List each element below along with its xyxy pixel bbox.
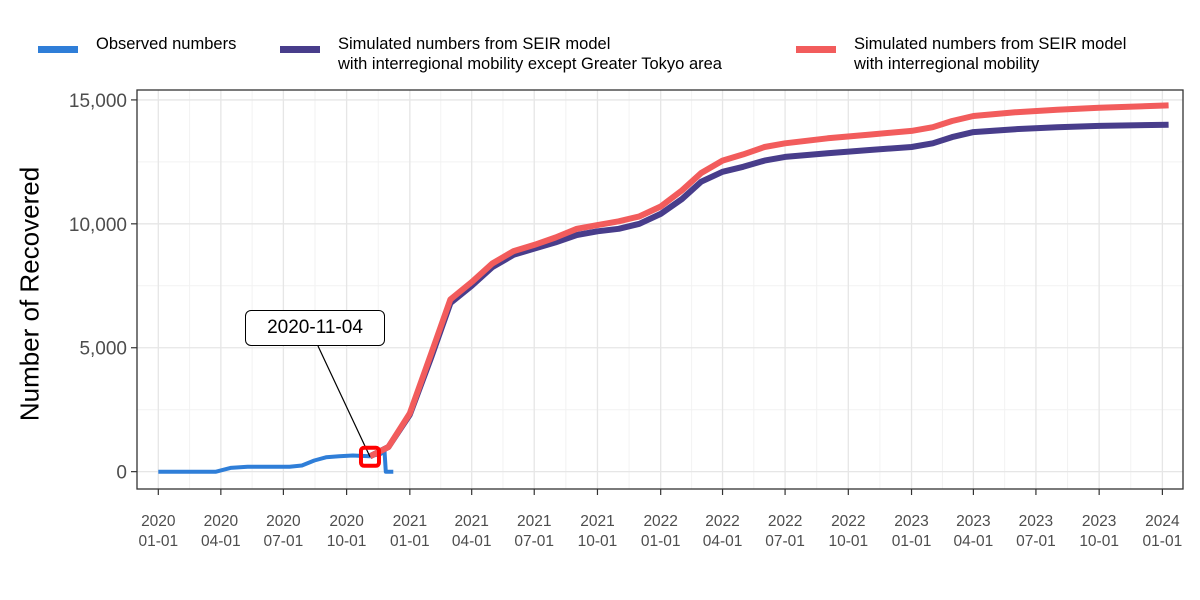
legend-item-sim-mobility: Simulated numbers from SEIR model with i… (796, 34, 1126, 74)
y-tick-label: 10,000 (69, 215, 127, 236)
legend-item-observed: Observed numbers (38, 34, 236, 54)
legend-label-sim-except-tokyo: Simulated numbers from SEIR model with i… (338, 34, 722, 74)
x-tick-label-date: 07-01 (264, 533, 304, 550)
x-tick-label-date: 01-01 (1143, 533, 1183, 550)
x-tick-label-date: 04-01 (452, 533, 492, 550)
x-tick-label-date: 07-01 (514, 533, 554, 550)
x-tick-label-date: 07-01 (765, 533, 805, 550)
x-tick-label-year: 2021 (393, 513, 427, 530)
legend-label-line: with interregional mobility except Great… (338, 55, 722, 73)
legend-key-sim-except-tokyo (280, 46, 320, 53)
x-tick-label-year: 2023 (894, 513, 928, 530)
legend-key-sim-mobility (796, 46, 836, 53)
legend-label-line: Observed numbers (96, 35, 237, 53)
y-tick-label: 5,000 (79, 339, 127, 360)
series-line-0 (158, 447, 394, 474)
x-tick-label-date: 01-01 (641, 533, 681, 550)
y-tick-label: 15,000 (69, 91, 127, 112)
annotation-label: 2020-11-04 (245, 310, 385, 346)
x-tick-label-date: 04-01 (954, 533, 994, 550)
x-tick-label-date: 07-01 (1016, 533, 1056, 550)
x-tick-label-date: 10-01 (578, 533, 618, 550)
x-tick-label-year: 2022 (831, 513, 865, 530)
x-tick-label-year: 2020 (141, 513, 176, 530)
x-tick-label-year: 2020 (329, 513, 364, 530)
x-tick-label-date: 01-01 (892, 533, 932, 550)
x-tick-label-date: 01-01 (390, 533, 430, 550)
legend-label-line: with interregional mobility (854, 55, 1040, 73)
x-tick-label-year: 2023 (1019, 513, 1053, 530)
legend-label-line: Simulated numbers from SEIR model (854, 35, 1127, 53)
x-tick-label-date: 10-01 (327, 533, 367, 550)
x-tick-label-year: 2020 (266, 513, 301, 530)
x-tick-label-date: 10-01 (828, 533, 868, 550)
x-tick-label-year: 2021 (517, 513, 551, 530)
x-tick-label-date: 10-01 (1079, 533, 1119, 550)
x-tick-label-date: 01-01 (138, 533, 178, 550)
y-tick-label: 0 (116, 463, 127, 484)
series-line-1 (368, 121, 1169, 459)
legend-item-sim-except-tokyo: Simulated numbers from SEIR model with i… (280, 34, 722, 74)
x-tick-label-date: 04-01 (201, 533, 241, 550)
legend-label-sim-mobility: Simulated numbers from SEIR model with i… (854, 34, 1126, 74)
x-tick-label-year: 2022 (768, 513, 802, 530)
x-tick-label-year: 2023 (956, 513, 990, 530)
series-line-2 (368, 102, 1169, 459)
x-tick-label-year: 2020 (204, 513, 239, 530)
legend-label-observed: Observed numbers (96, 34, 236, 54)
x-tick-label-year: 2021 (454, 513, 488, 530)
x-tick-label-year: 2024 (1145, 513, 1180, 530)
plot-border (136, 89, 1184, 490)
x-tick-label-date: 04-01 (703, 533, 743, 550)
annotation-marker (358, 445, 381, 468)
annotation-connector (317, 345, 371, 458)
legend-key-observed (38, 46, 78, 53)
x-tick-label-year: 2022 (705, 513, 739, 530)
x-tick-label-year: 2022 (643, 513, 677, 530)
x-tick-label-year: 2023 (1082, 513, 1116, 530)
x-tick-label-year: 2021 (580, 513, 614, 530)
legend-label-line: Simulated numbers from SEIR model (338, 35, 611, 53)
legend: Observed numbers Simulated numbers from … (0, 34, 1200, 80)
